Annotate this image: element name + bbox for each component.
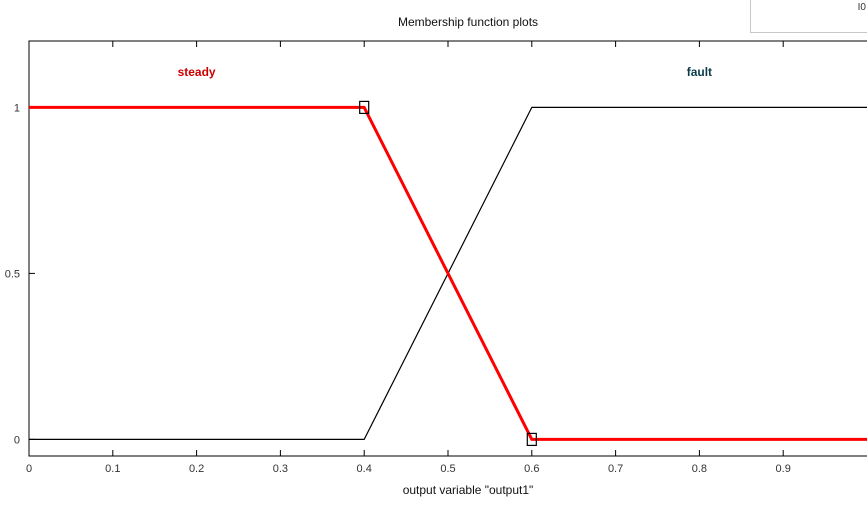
x-tick-label: 0.5 bbox=[440, 463, 455, 475]
x-tick-label: 0 bbox=[26, 463, 32, 475]
chart-title: Membership function plots bbox=[398, 15, 538, 29]
x-tick-label: 0.8 bbox=[692, 463, 707, 475]
series-group[interactable] bbox=[29, 105, 867, 441]
y-tick-label: 1 bbox=[14, 102, 20, 114]
mf-curve-steady[interactable] bbox=[29, 105, 867, 441]
x-tick-label: 0.9 bbox=[776, 463, 791, 475]
corner-panel: I0 bbox=[750, 0, 867, 33]
axes-frame bbox=[28, 40, 867, 457]
x-axis-label: output variable "output1" bbox=[403, 483, 534, 497]
mf-label-steady: steady bbox=[178, 65, 216, 79]
x-tick-label: 0.1 bbox=[105, 463, 120, 475]
x-tick-label: 0.4 bbox=[357, 463, 372, 475]
y-tick-label: 0 bbox=[14, 434, 20, 446]
x-tick-label: 0.3 bbox=[273, 463, 288, 475]
y-tick-label: 0.5 bbox=[5, 268, 20, 280]
mf-label-fault: fault bbox=[687, 65, 712, 79]
x-tick-label: 0.6 bbox=[524, 463, 539, 475]
corner-panel-text: I0 bbox=[857, 2, 866, 13]
x-tick-label: 0.2 bbox=[189, 463, 204, 475]
selection-handle[interactable] bbox=[359, 100, 370, 115]
handles-group[interactable] bbox=[359, 100, 537, 446]
selection-handle[interactable] bbox=[526, 432, 537, 446]
x-tick-label: 0.7 bbox=[608, 463, 623, 475]
ticks-group: 0 0.1 0.2 0.3 0.4 0.5 0.6 0.7 0.8 0.9 0 0.5 1 bbox=[5, 41, 791, 475]
mf-labels-group: steady fault bbox=[178, 65, 712, 79]
